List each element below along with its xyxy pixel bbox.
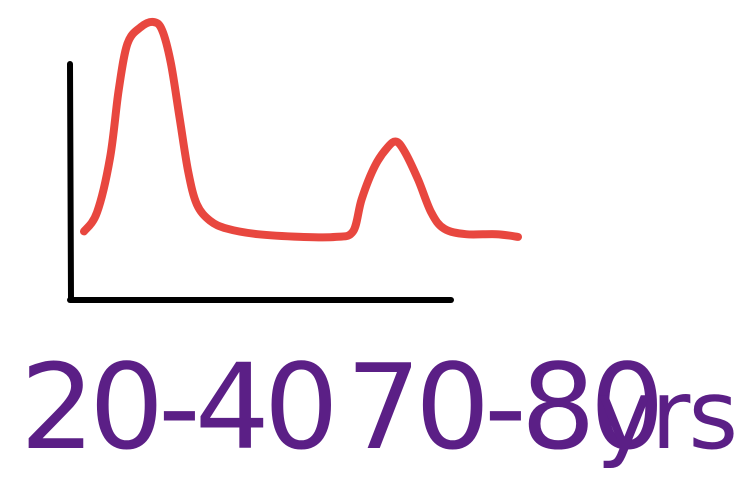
axes-group [67, 61, 454, 303]
x-tick-label-70-80: 70-80 [346, 338, 659, 476]
distribution-curve [80, 17, 522, 242]
x-tick-label-20-40: 20-40 [20, 338, 333, 476]
x-unit-label: yrs [596, 359, 736, 471]
y-axis-line [67, 61, 74, 303]
x-tick-labels: 20-40 70-80 yrs [20, 338, 738, 476]
